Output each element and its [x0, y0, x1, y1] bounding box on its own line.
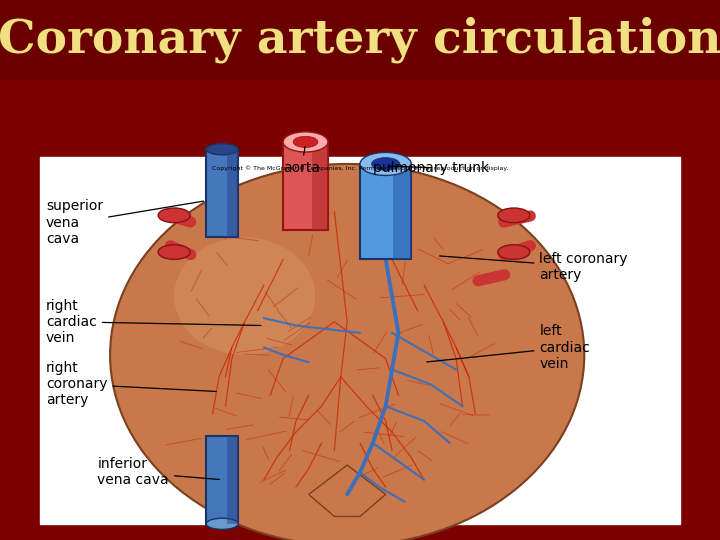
Text: left coronary
artery: left coronary artery: [440, 252, 628, 282]
Text: superior
vena
cava: superior vena cava: [46, 199, 204, 246]
Ellipse shape: [206, 144, 238, 155]
FancyBboxPatch shape: [312, 142, 328, 230]
Ellipse shape: [174, 238, 315, 355]
Ellipse shape: [158, 208, 190, 222]
Ellipse shape: [110, 164, 585, 540]
Ellipse shape: [206, 518, 238, 529]
FancyBboxPatch shape: [0, 0, 720, 80]
FancyBboxPatch shape: [206, 149, 238, 238]
FancyBboxPatch shape: [40, 157, 680, 524]
Ellipse shape: [360, 152, 411, 176]
FancyBboxPatch shape: [206, 436, 238, 524]
Ellipse shape: [498, 208, 530, 222]
FancyArrowPatch shape: [171, 216, 191, 222]
FancyArrowPatch shape: [504, 216, 531, 222]
FancyBboxPatch shape: [360, 164, 411, 259]
FancyArrowPatch shape: [171, 246, 191, 255]
Text: inferior
vena cava: inferior vena cava: [97, 457, 220, 488]
Ellipse shape: [158, 245, 190, 259]
Ellipse shape: [293, 136, 318, 147]
Ellipse shape: [283, 132, 328, 152]
FancyBboxPatch shape: [393, 164, 411, 259]
Text: Copyright © The McGraw-Hill Companies, Inc. Permission required for reproduction: Copyright © The McGraw-Hill Companies, I…: [212, 166, 508, 171]
Text: pulmonary trunk: pulmonary trunk: [373, 160, 489, 174]
FancyBboxPatch shape: [227, 149, 238, 238]
Text: right
cardiac
vein: right cardiac vein: [46, 299, 261, 345]
FancyBboxPatch shape: [227, 436, 238, 524]
Text: aorta: aorta: [283, 147, 320, 174]
Text: left
cardiac
vein: left cardiac vein: [427, 325, 590, 371]
FancyBboxPatch shape: [283, 142, 328, 230]
Text: right
coronary
artery: right coronary artery: [46, 361, 216, 408]
FancyArrowPatch shape: [503, 246, 531, 255]
Polygon shape: [309, 465, 386, 516]
Text: Coronary artery circulation: Coronary artery circulation: [0, 17, 720, 63]
Ellipse shape: [372, 158, 400, 170]
FancyArrowPatch shape: [478, 275, 505, 281]
Ellipse shape: [498, 245, 530, 259]
